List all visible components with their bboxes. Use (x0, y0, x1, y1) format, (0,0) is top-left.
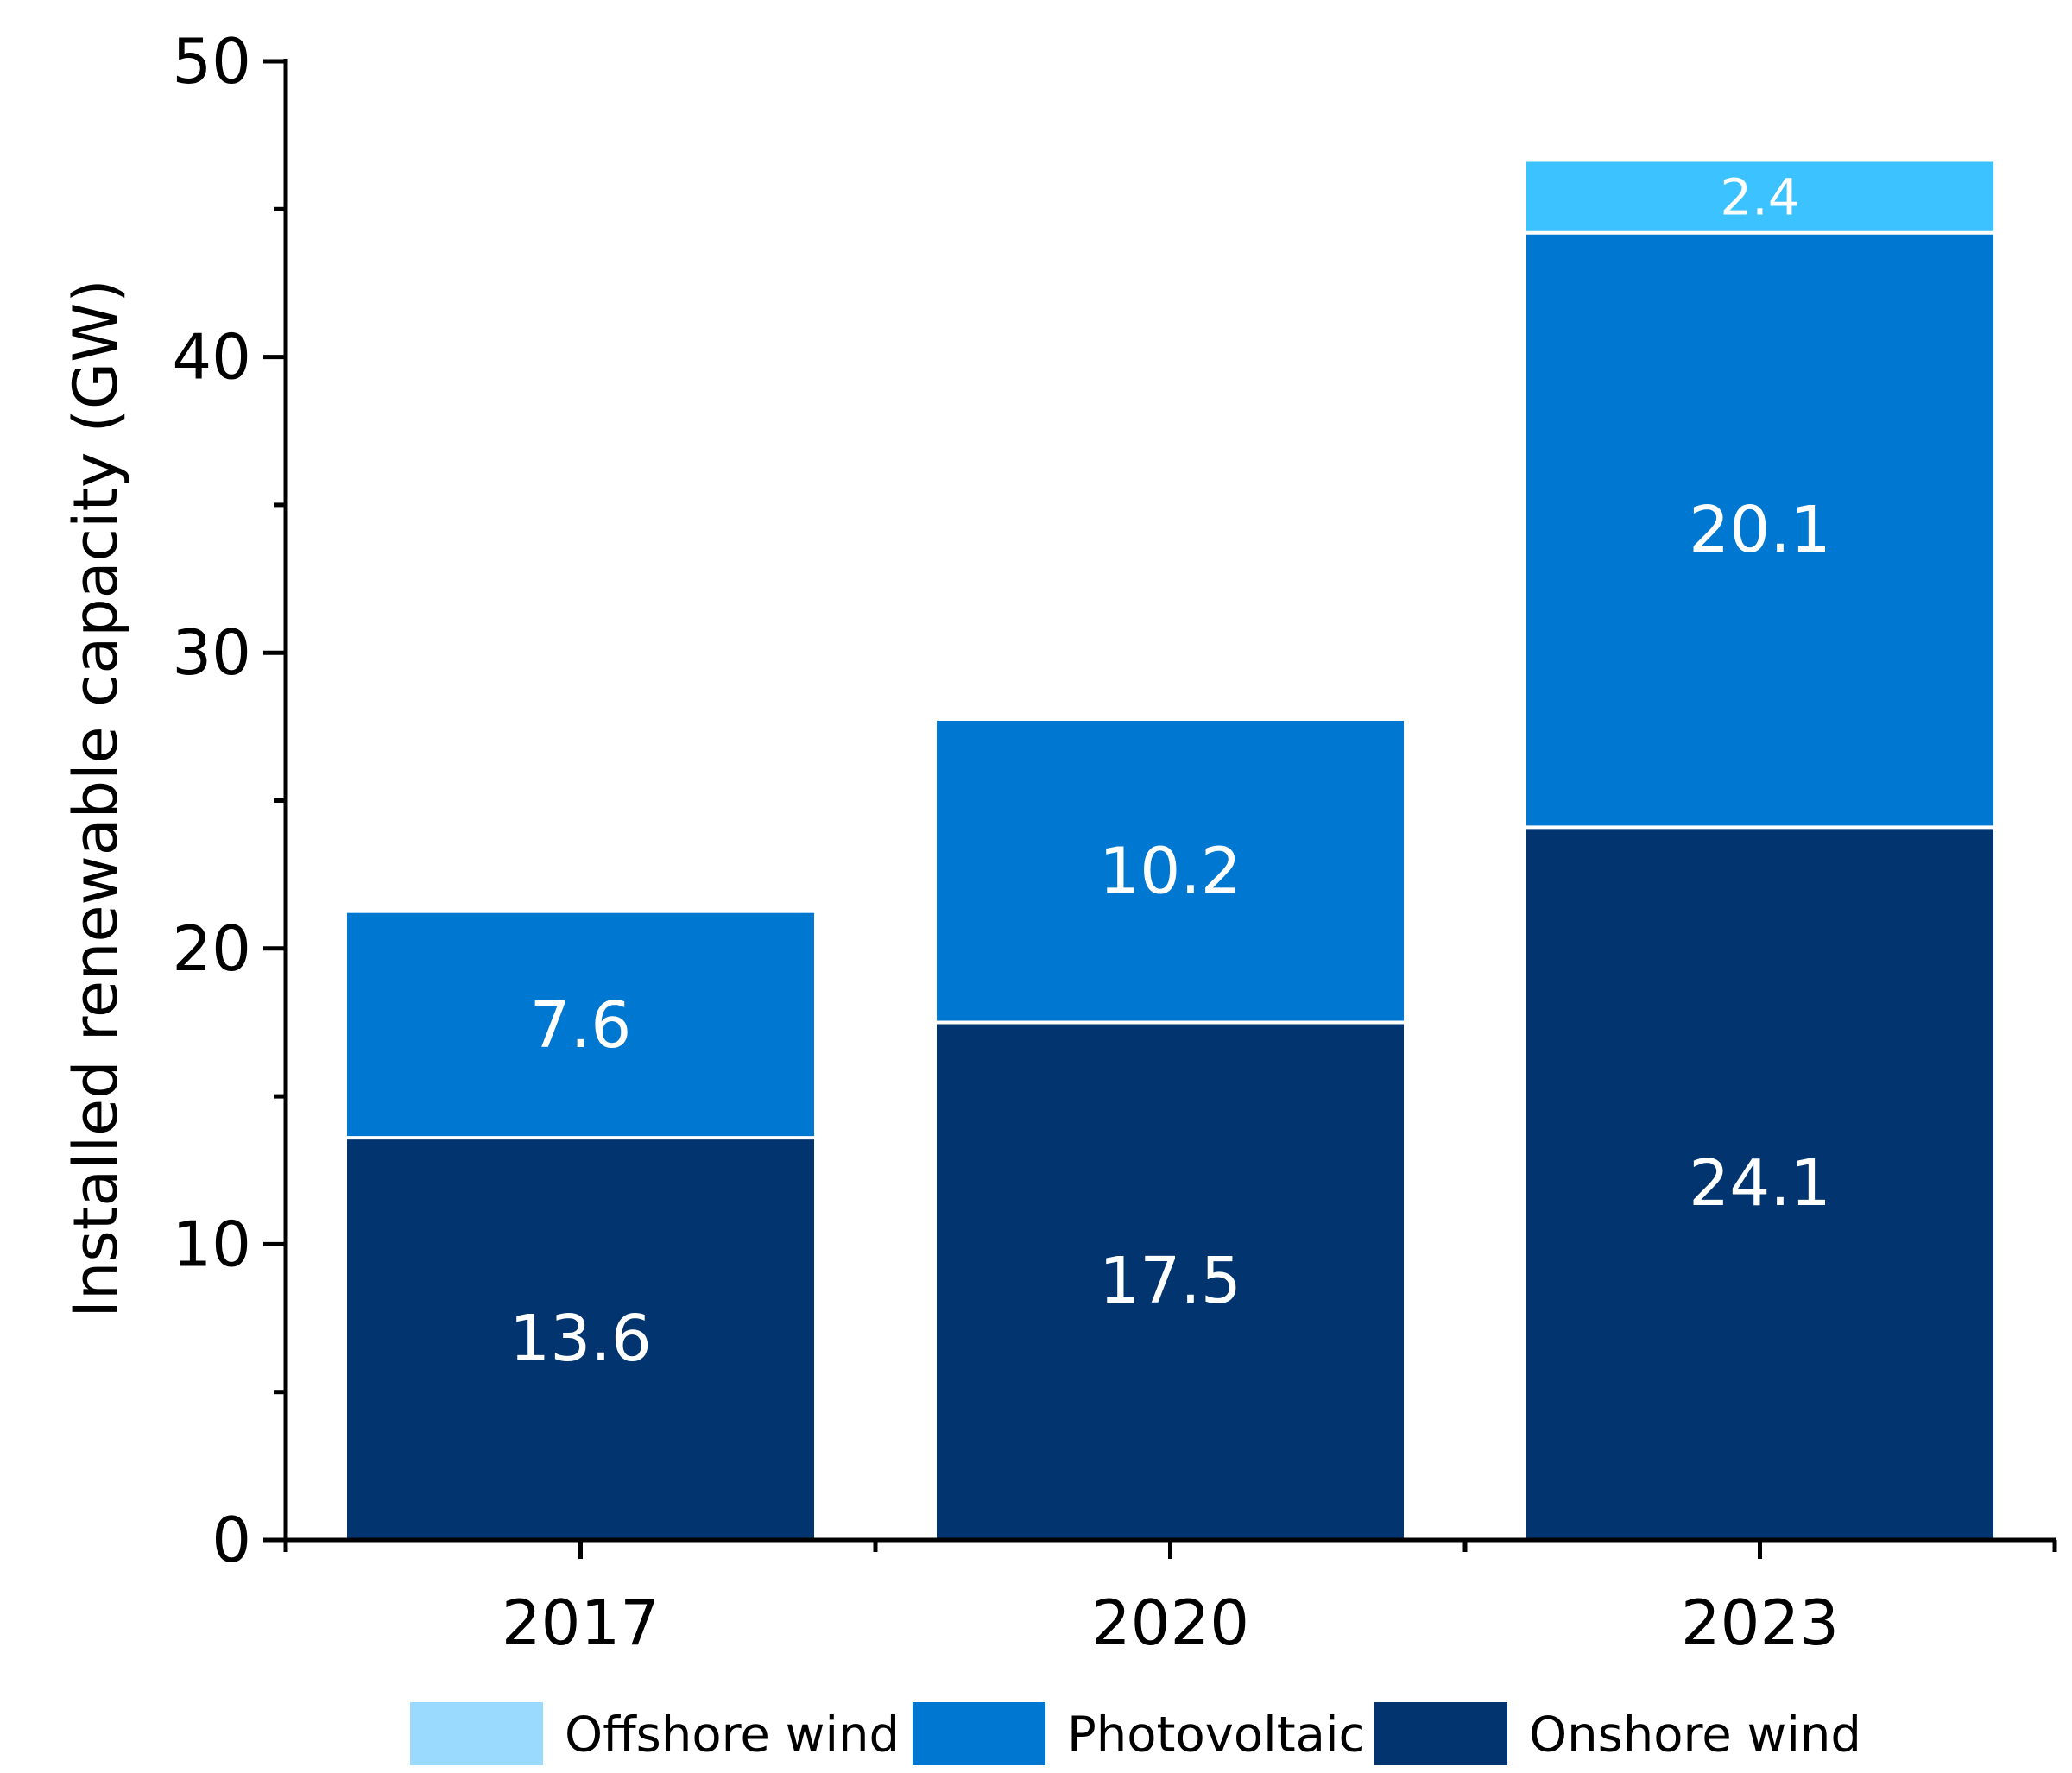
bar-onshore-wind-2023 (1526, 827, 1993, 1540)
bar-photovoltaic-2020 (937, 720, 1404, 1023)
y-tick-label: 20 (172, 912, 251, 985)
legend-label: Offshore wind (565, 1707, 900, 1764)
bar-onshore-wind-2017 (347, 1138, 814, 1540)
legend: Offshore wind Photovoltaic Onshore wind (410, 1702, 1861, 1765)
x-tick-label: 2020 (1091, 1587, 1249, 1659)
legend-swatch (913, 1702, 1045, 1765)
data-label: 10.2 (1099, 835, 1241, 909)
y-tick-label: 50 (172, 25, 251, 98)
x-tick-label: 2023 (1681, 1587, 1839, 1659)
bars-layer: 13.6 7.6 17.5 10.2 24.1 20.1 2.4 (347, 161, 1993, 1540)
data-label: 17.5 (1099, 1244, 1241, 1318)
data-label: 13.6 (509, 1302, 652, 1376)
bar-offshore-wind-2023 (1526, 161, 1993, 233)
x-tick-label: 2017 (502, 1587, 660, 1659)
data-label: 20.1 (1689, 493, 1831, 567)
y-tick-label: 0 (212, 1504, 251, 1576)
y-tick-label: 10 (172, 1208, 251, 1280)
y-axis-label: Installed renewable capacity (GW) (60, 279, 131, 1317)
legend-label: Onshore wind (1529, 1707, 1861, 1764)
legend-swatch (1374, 1702, 1507, 1765)
axes-layer: 2017 2020 2023 0 10 20 30 40 50 (172, 25, 2057, 1659)
bar-photovoltaic-2017 (347, 912, 814, 1139)
y-tick-label: 40 (172, 321, 251, 394)
data-label: 24.1 (1689, 1146, 1831, 1221)
data-label: 2.4 (1720, 168, 1799, 227)
legend-label: Photovoltaic (1067, 1707, 1365, 1764)
bar-onshore-wind-2020 (937, 1022, 1404, 1540)
legend-swatch (410, 1702, 543, 1765)
y-tick-label: 30 (172, 616, 251, 689)
data-label: 7.6 (530, 988, 632, 1063)
legend-item-offshore-wind: Offshore wind (410, 1702, 900, 1765)
bar-photovoltaic-2023 (1526, 232, 1993, 828)
legend-item-photovoltaic: Photovoltaic (913, 1702, 1365, 1765)
legend-item-onshore-wind: Onshore wind (1374, 1702, 1861, 1765)
